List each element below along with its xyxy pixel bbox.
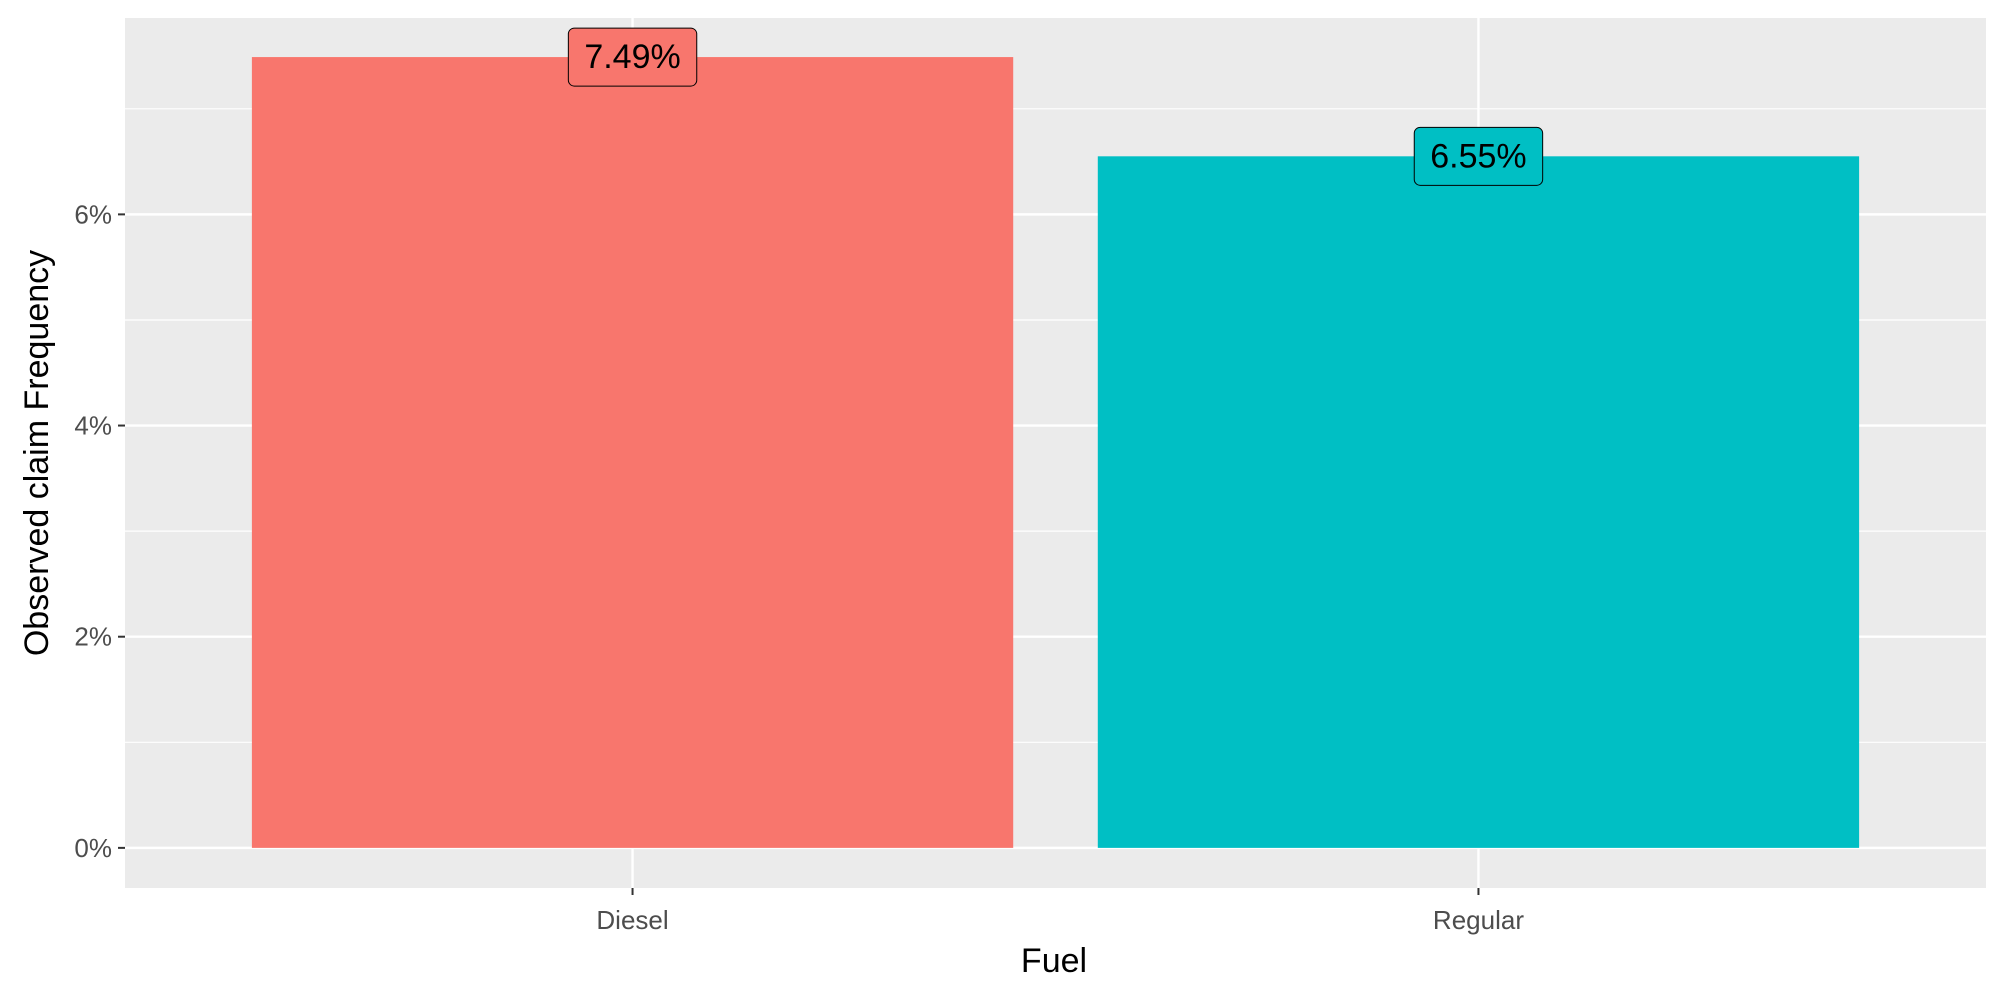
bar-regular <box>1097 156 1860 848</box>
x-tick-label: Diesel <box>596 905 668 935</box>
bar-diesel <box>251 57 1014 848</box>
y-axis-title: Observed claim Frequency <box>18 250 56 656</box>
data-label-box <box>1413 126 1544 186</box>
data-label-regular: 6.55% <box>1413 126 1544 186</box>
data-label-text: 7.49% <box>584 38 680 76</box>
x-axis: Diesel Regular <box>596 888 1524 935</box>
data-label-diesel: 7.49% <box>567 27 698 87</box>
y-tick-label: 2% <box>74 622 112 652</box>
bars <box>251 57 1860 848</box>
y-tick-label: 4% <box>74 411 112 441</box>
data-label-box <box>567 27 698 87</box>
data-label-text: 6.55% <box>1430 137 1526 175</box>
x-axis-title: Fuel <box>1021 942 1087 980</box>
data-labels: 7.49% 6.55% <box>567 27 1544 186</box>
y-tick-label: 6% <box>74 199 112 229</box>
x-tick-label: Regular <box>1433 905 1524 935</box>
y-axis: 0% 2% 4% 6% <box>74 199 125 863</box>
y-tick-label: 0% <box>74 833 112 863</box>
